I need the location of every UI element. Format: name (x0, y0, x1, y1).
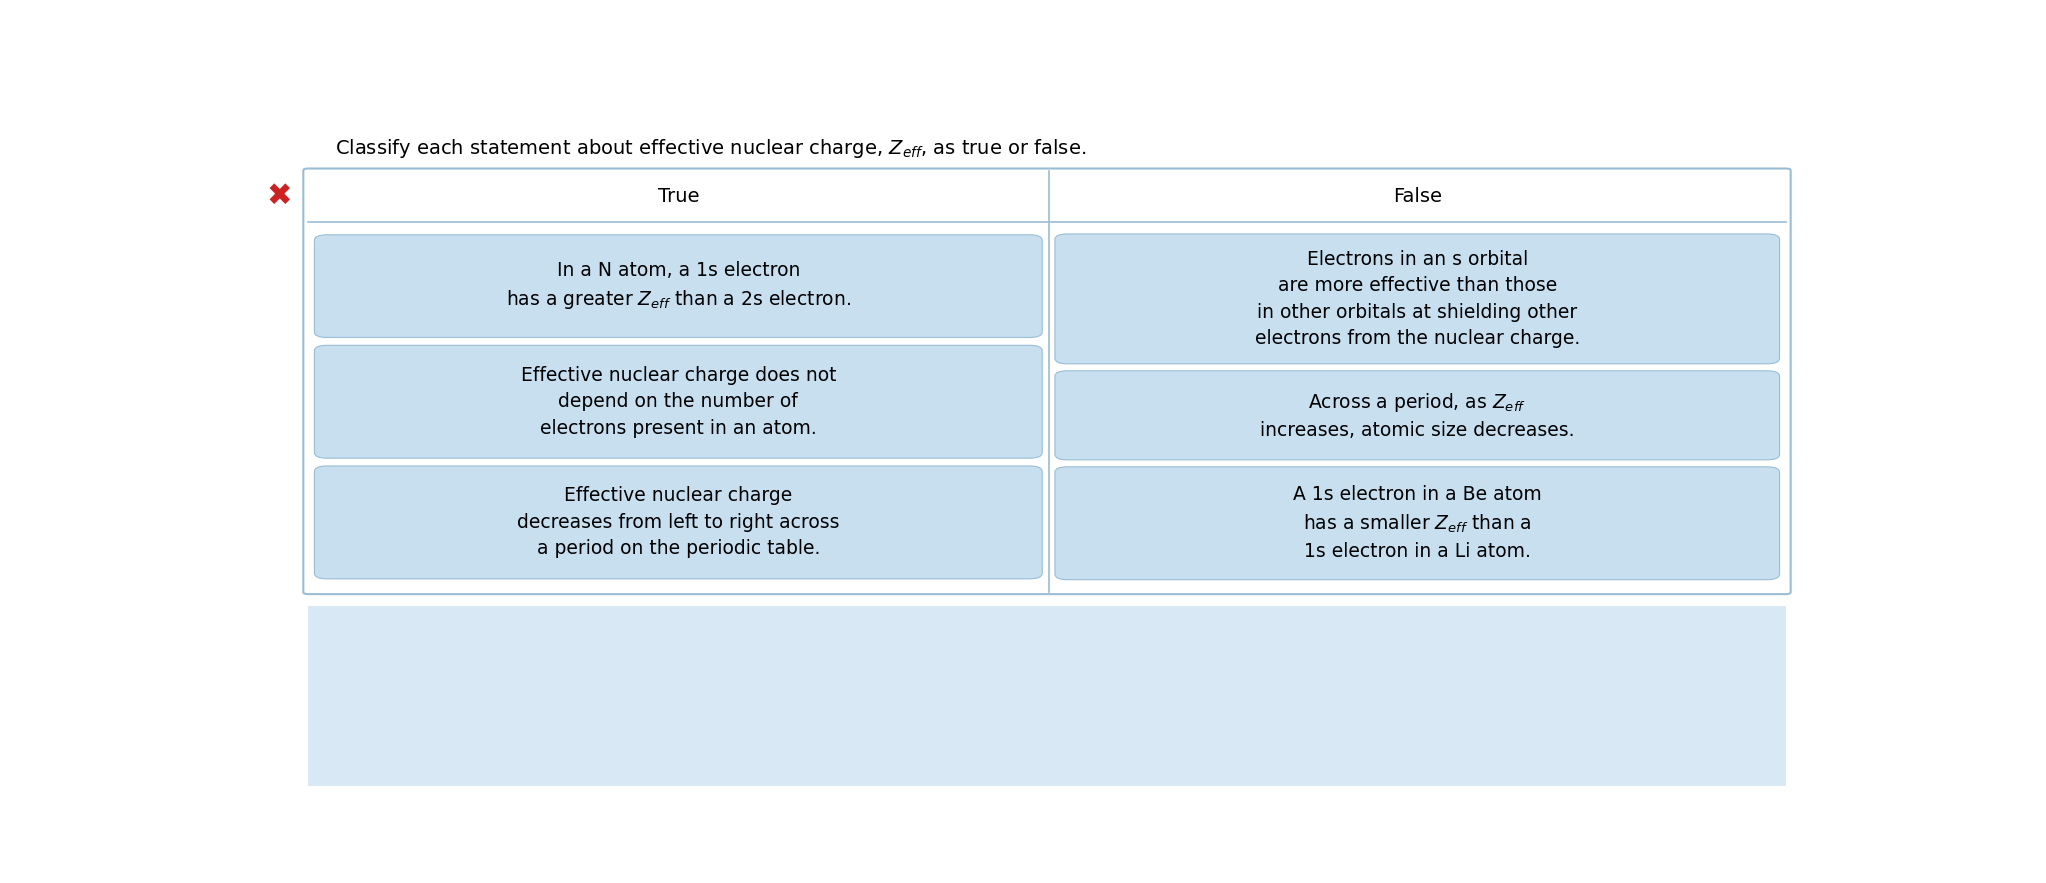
Text: Electrons in an s orbital
are more effective than those
in other orbitals at shi: Electrons in an s orbital are more effec… (1254, 250, 1580, 348)
FancyBboxPatch shape (315, 235, 1041, 337)
Text: A 1s electron in a Be atom
has a smaller $Z_{eff}$ than a
1s electron in a Li at: A 1s electron in a Be atom has a smaller… (1293, 485, 1541, 562)
FancyBboxPatch shape (309, 606, 1786, 786)
Text: ✖: ✖ (266, 182, 293, 210)
Text: Across a period, as $Z_{eff}$
increases, atomic size decreases.: Across a period, as $Z_{eff}$ increases,… (1260, 390, 1575, 440)
FancyBboxPatch shape (1056, 371, 1780, 460)
FancyBboxPatch shape (315, 345, 1041, 458)
FancyBboxPatch shape (1056, 234, 1780, 364)
Text: In a N atom, a 1s electron
has a greater $Z_{eff}$ than a 2s electron.: In a N atom, a 1s electron has a greater… (505, 260, 851, 312)
Text: False: False (1393, 186, 1442, 206)
FancyBboxPatch shape (315, 466, 1041, 579)
FancyBboxPatch shape (1056, 467, 1780, 579)
Text: Classify each statement about effective nuclear charge, $Z_{eff}$, as true or fa: Classify each statement about effective … (336, 137, 1086, 160)
Text: Effective nuclear charge does not
depend on the number of
electrons present in a: Effective nuclear charge does not depend… (520, 366, 837, 438)
Text: Effective nuclear charge
decreases from left to right across
a period on the per: Effective nuclear charge decreases from … (518, 487, 839, 558)
Text: True: True (657, 186, 700, 206)
FancyBboxPatch shape (303, 169, 1790, 594)
